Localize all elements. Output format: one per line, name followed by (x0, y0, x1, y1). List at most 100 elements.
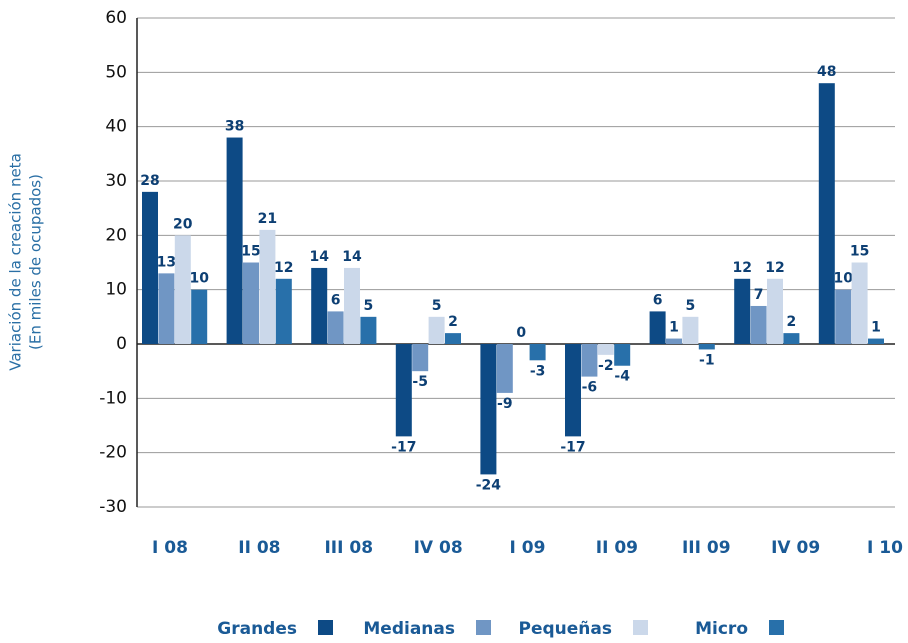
value-label: 12 (274, 260, 293, 276)
value-label: -17 (560, 439, 585, 455)
bar (243, 262, 259, 344)
bar (581, 344, 598, 377)
bar (327, 311, 344, 344)
value-label: 10 (189, 271, 209, 287)
x-tick-label: IV 09 (771, 538, 820, 558)
legend-label: Grandes (217, 619, 297, 639)
value-label: 21 (258, 211, 277, 227)
x-tick-label: I 08 (152, 538, 188, 558)
y-tick-label: -20 (99, 443, 127, 463)
x-tick-label: I 10 (867, 538, 903, 558)
bar (344, 267, 360, 344)
y-tick-label: 0 (116, 334, 127, 354)
legend-swatch (633, 620, 648, 635)
value-label: 20 (173, 216, 193, 232)
bar (360, 316, 377, 344)
value-label: 13 (157, 254, 176, 270)
bar (226, 137, 243, 344)
y-axis-title: Variación de la creación neta (En miles … (7, 153, 45, 371)
legend-swatch (476, 620, 491, 635)
bar (275, 278, 292, 344)
value-label: 1 (871, 320, 881, 336)
value-label: 2 (787, 314, 797, 330)
x-tick-label: III 08 (324, 538, 373, 558)
value-label: 5 (686, 298, 696, 314)
value-label: 5 (364, 298, 374, 314)
y-tick-label: -30 (99, 497, 127, 517)
value-label: 15 (850, 244, 869, 260)
value-label: -9 (497, 396, 513, 412)
value-label: 1 (669, 320, 679, 336)
x-tick-label: III 09 (682, 538, 731, 558)
value-label: 0 (516, 325, 526, 341)
bar (666, 338, 682, 344)
value-label: 48 (817, 64, 836, 80)
bar (428, 316, 445, 344)
bar (480, 344, 497, 475)
legend-label: Micro (695, 619, 748, 639)
bar (174, 235, 191, 344)
value-label: 10 (833, 271, 853, 287)
y-tick-label: 30 (105, 171, 127, 191)
bar (191, 289, 208, 344)
legend-label: Medianas (363, 619, 455, 639)
bar (783, 333, 800, 344)
legend-swatch (769, 620, 784, 635)
y-tick-label: -10 (99, 388, 127, 408)
bar (142, 191, 158, 344)
value-label: -24 (476, 477, 502, 493)
value-label: -2 (598, 358, 614, 374)
bar (818, 83, 835, 344)
value-label: -1 (699, 352, 715, 368)
bar (614, 344, 631, 366)
legend-label: Pequeñas (519, 619, 612, 639)
bar (597, 344, 614, 355)
y-tick-label: 10 (105, 280, 127, 300)
legend-swatch (318, 620, 333, 635)
bar (851, 262, 868, 344)
bar (412, 344, 429, 372)
bar (868, 338, 884, 344)
value-label: 38 (225, 119, 244, 135)
value-label: 7 (754, 287, 764, 303)
bar (565, 344, 581, 437)
x-tick-label: IV 08 (414, 538, 463, 558)
value-label: 14 (342, 249, 362, 265)
value-label: 6 (331, 292, 341, 308)
value-label: -3 (530, 363, 546, 379)
value-label: -6 (582, 380, 598, 396)
value-label: 12 (732, 260, 751, 276)
value-label: 5 (432, 298, 442, 314)
value-label: 2 (448, 314, 458, 330)
bar (529, 344, 546, 361)
y-tick-label: 20 (105, 225, 127, 245)
bar (395, 344, 412, 437)
y-tick-label: 60 (105, 8, 127, 28)
bar (835, 289, 852, 344)
value-label: 15 (241, 244, 260, 260)
bar (767, 278, 783, 344)
y-tick-label: 40 (105, 117, 127, 137)
x-tick-label: II 09 (596, 538, 638, 558)
value-label: -17 (391, 439, 416, 455)
bar (649, 311, 666, 344)
y-tick-label: 50 (105, 62, 127, 82)
y-axis-title-line: (En miles de ocupados) (27, 174, 45, 350)
bar (734, 278, 751, 344)
value-label: -4 (614, 369, 630, 385)
bar (496, 344, 513, 393)
x-tick-label: II 08 (238, 538, 280, 558)
bar (698, 344, 715, 350)
value-label: 14 (309, 249, 329, 265)
bar (259, 229, 276, 344)
bar (682, 316, 699, 344)
bar (311, 267, 328, 344)
bar (750, 305, 767, 344)
value-label: 6 (653, 292, 663, 308)
value-label: -5 (412, 374, 428, 390)
bar (158, 273, 175, 344)
value-label: 28 (140, 173, 159, 189)
value-label: 12 (765, 260, 784, 276)
x-tick-label: I 09 (510, 538, 546, 558)
